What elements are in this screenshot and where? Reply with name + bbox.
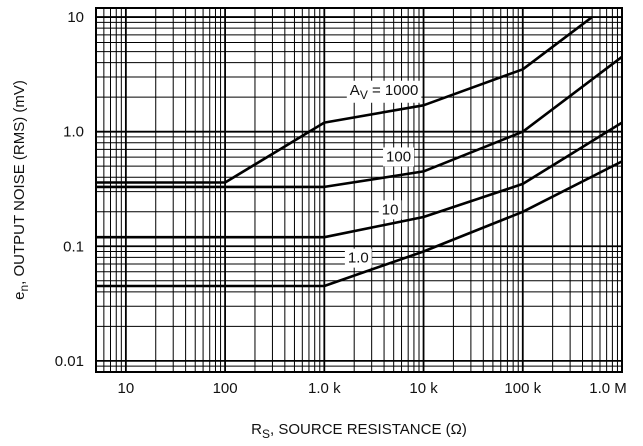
- noise-curve-series: [96, 160, 623, 288]
- x-tick-label: 100 k: [504, 380, 541, 397]
- x-tick-label: 1.0 k: [308, 380, 341, 397]
- x-axis-label-text: , SOURCE RESISTANCE (Ω): [270, 421, 467, 438]
- y-tick-label: 10: [67, 9, 84, 26]
- curve-label: AV = 1000: [350, 82, 419, 102]
- x-tick-label: 10: [118, 380, 135, 397]
- noise-curve-series: [96, 121, 623, 239]
- x-axis-label: RS, SOURCE RESISTANCE (Ω): [251, 421, 467, 441]
- grid: [96, 8, 622, 372]
- curve-label-text: = 1000: [368, 82, 418, 99]
- x-tick-labels: 10 100 1.0 k 10 k 100 k 1.0 M: [118, 380, 627, 397]
- curve-label: 10: [382, 201, 399, 218]
- y-tick-label: 0.1: [63, 238, 84, 255]
- x-tick-label: 100: [213, 380, 238, 397]
- curve-label-background: [378, 200, 402, 220]
- y-axis-label: en, OUTPUT NOISE (RMS) (mV): [11, 80, 31, 300]
- curve-label-background: [383, 147, 415, 167]
- curve-label-prefix: A: [350, 82, 360, 99]
- y-axis-label-subscript: n: [17, 285, 31, 292]
- curve-label: 1.0: [348, 250, 369, 267]
- y-axis-label-text: , OUTPUT NOISE (RMS) (mV): [11, 80, 28, 285]
- x-tick-label: 10 k: [409, 380, 438, 397]
- x-tick-label: 1.0 M: [589, 380, 627, 397]
- noise-curve-series: [96, 55, 623, 189]
- plot-frame: [95, 7, 623, 373]
- curves: [96, 16, 623, 288]
- x-axis-label-prefix: R: [251, 421, 262, 438]
- curve-label-background: [346, 80, 422, 103]
- curve-labels: AV = 1000 100 10 1.0: [348, 82, 418, 267]
- x-axis-label-subscript: S: [262, 427, 270, 441]
- y-axis-label-prefix: e: [11, 292, 28, 300]
- noise-curve-series: [96, 16, 593, 184]
- y-tick-label: 1.0: [63, 124, 84, 141]
- curve-label-subscript: V: [360, 88, 368, 102]
- y-tick-labels: 10 1.0 0.1 0.01: [55, 9, 84, 370]
- curve-label-backgrounds: [344, 80, 422, 268]
- curve-label: 100: [386, 148, 411, 165]
- y-tick-label: 0.01: [55, 353, 84, 370]
- curve-label-background: [344, 248, 372, 268]
